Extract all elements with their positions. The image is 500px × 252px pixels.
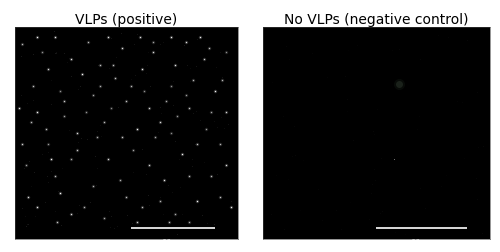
Title: No VLPs (negative control): No VLPs (negative control) xyxy=(284,13,469,26)
Text: 50 μm: 50 μm xyxy=(412,238,432,243)
Text: 50 μm: 50 μm xyxy=(163,238,183,243)
Title: VLPs (positive): VLPs (positive) xyxy=(75,13,178,26)
